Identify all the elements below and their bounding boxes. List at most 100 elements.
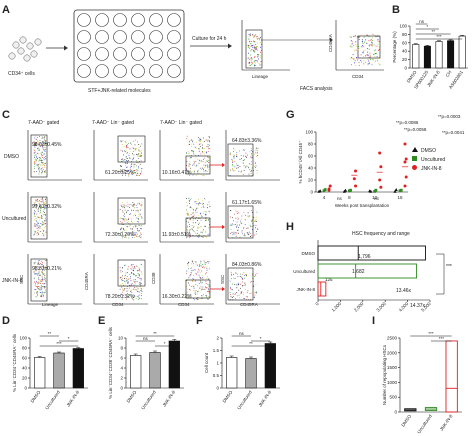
facs-dot <box>131 234 133 236</box>
facs-dot <box>368 44 370 46</box>
facs-dot <box>35 210 37 212</box>
facs-dot <box>139 215 141 217</box>
facs-dot <box>371 37 373 39</box>
facs-dot <box>133 281 135 283</box>
facs-dot <box>42 265 44 266</box>
facs-dot <box>35 280 37 282</box>
facs-dot <box>124 278 125 279</box>
panel-a-schematic: CD34⁺ cells STF+JNK-related molecules Cu… <box>8 9 384 94</box>
facs-dot <box>198 202 200 204</box>
facs-dot <box>39 212 41 214</box>
facs-dot <box>42 292 44 294</box>
facs-dot <box>198 283 200 285</box>
facs-dot <box>42 221 44 223</box>
facs-dot <box>140 271 142 273</box>
facs-dot <box>124 151 126 153</box>
facs-dot <box>33 277 35 279</box>
facs-dot <box>120 284 122 286</box>
facs-dot <box>140 204 142 206</box>
facs-dot <box>234 233 236 235</box>
y-tick-label: 10 <box>118 336 124 341</box>
c-row-label-jnk: JNK-IN-8 <box>2 278 23 284</box>
well <box>77 47 91 61</box>
panel-label-g: G <box>286 109 295 121</box>
facs-dot <box>186 228 188 230</box>
facs-dot <box>195 164 197 166</box>
facs-dot <box>124 209 126 211</box>
facs-dot <box>189 144 190 146</box>
facs-dot <box>133 237 135 238</box>
facs-dot <box>233 224 235 226</box>
facs-dot <box>42 217 44 219</box>
facs-dot <box>259 46 261 48</box>
facs-dot <box>231 273 233 275</box>
facs-dot <box>131 292 133 294</box>
facs-dot <box>232 164 234 165</box>
facs-dot <box>38 153 40 155</box>
facs-dot <box>240 172 242 173</box>
facs-dot <box>234 161 236 163</box>
facs-dot <box>34 137 36 139</box>
facs-dot <box>254 35 256 37</box>
facs-dot <box>33 270 35 272</box>
facs-dot <box>194 292 196 294</box>
facs-dot <box>121 287 123 289</box>
facs-dot <box>196 285 198 287</box>
facs-dot <box>256 61 258 63</box>
facs-dot <box>36 205 37 207</box>
facs-dot <box>186 237 188 239</box>
facs-dot <box>205 231 207 233</box>
facs-dot <box>200 161 202 163</box>
facs-dot <box>42 201 44 203</box>
facs-dot <box>185 198 187 199</box>
facs-dot <box>35 142 37 144</box>
y-tick-label: 1000 <box>387 380 398 385</box>
panel-label-d: D <box>2 315 10 327</box>
facs-dot <box>371 43 373 45</box>
facs-dot <box>38 268 40 270</box>
facs-dot <box>185 152 187 154</box>
facs-dot <box>233 157 235 159</box>
facs-dot <box>141 143 143 145</box>
facs-dot <box>41 223 43 225</box>
facs-dot <box>122 210 124 212</box>
facs-dot <box>257 55 259 57</box>
facs-dot <box>250 46 252 48</box>
y-tick-label: 1 <box>216 361 219 366</box>
facs-dot <box>208 284 210 286</box>
point-jnk <box>327 188 331 192</box>
facs-dot <box>43 278 45 280</box>
facs-dot <box>41 207 43 208</box>
facs-dot <box>239 236 241 238</box>
facs-dot <box>41 162 43 164</box>
facs-dot <box>196 208 198 210</box>
facs-dot <box>252 34 254 36</box>
sig-label: * <box>164 341 166 346</box>
facs-dot <box>358 61 360 63</box>
facs-dot <box>209 144 210 146</box>
facs-dot <box>44 166 46 168</box>
facs-dot <box>40 287 42 289</box>
facs-dot <box>186 226 188 228</box>
step-facs: FACS analysis <box>300 86 333 92</box>
facs-dot <box>192 164 194 166</box>
facs-dot <box>140 225 142 227</box>
facs-dot <box>41 295 43 297</box>
facs-dot <box>124 165 126 167</box>
facs-dot <box>40 275 42 276</box>
facs-dot <box>127 210 129 212</box>
facs-dot <box>128 233 130 235</box>
facs-dot <box>249 47 251 49</box>
facs-dot <box>35 204 37 206</box>
facs-dot <box>248 164 250 166</box>
facs-dot <box>43 165 45 167</box>
facs-dot <box>35 156 37 158</box>
facs-dot <box>202 161 204 162</box>
well <box>149 64 163 78</box>
facs-dot <box>123 224 125 226</box>
facs-dot <box>204 151 206 153</box>
facs-dot <box>206 139 207 141</box>
facs-dot <box>121 294 123 296</box>
facs-dot <box>131 209 133 211</box>
